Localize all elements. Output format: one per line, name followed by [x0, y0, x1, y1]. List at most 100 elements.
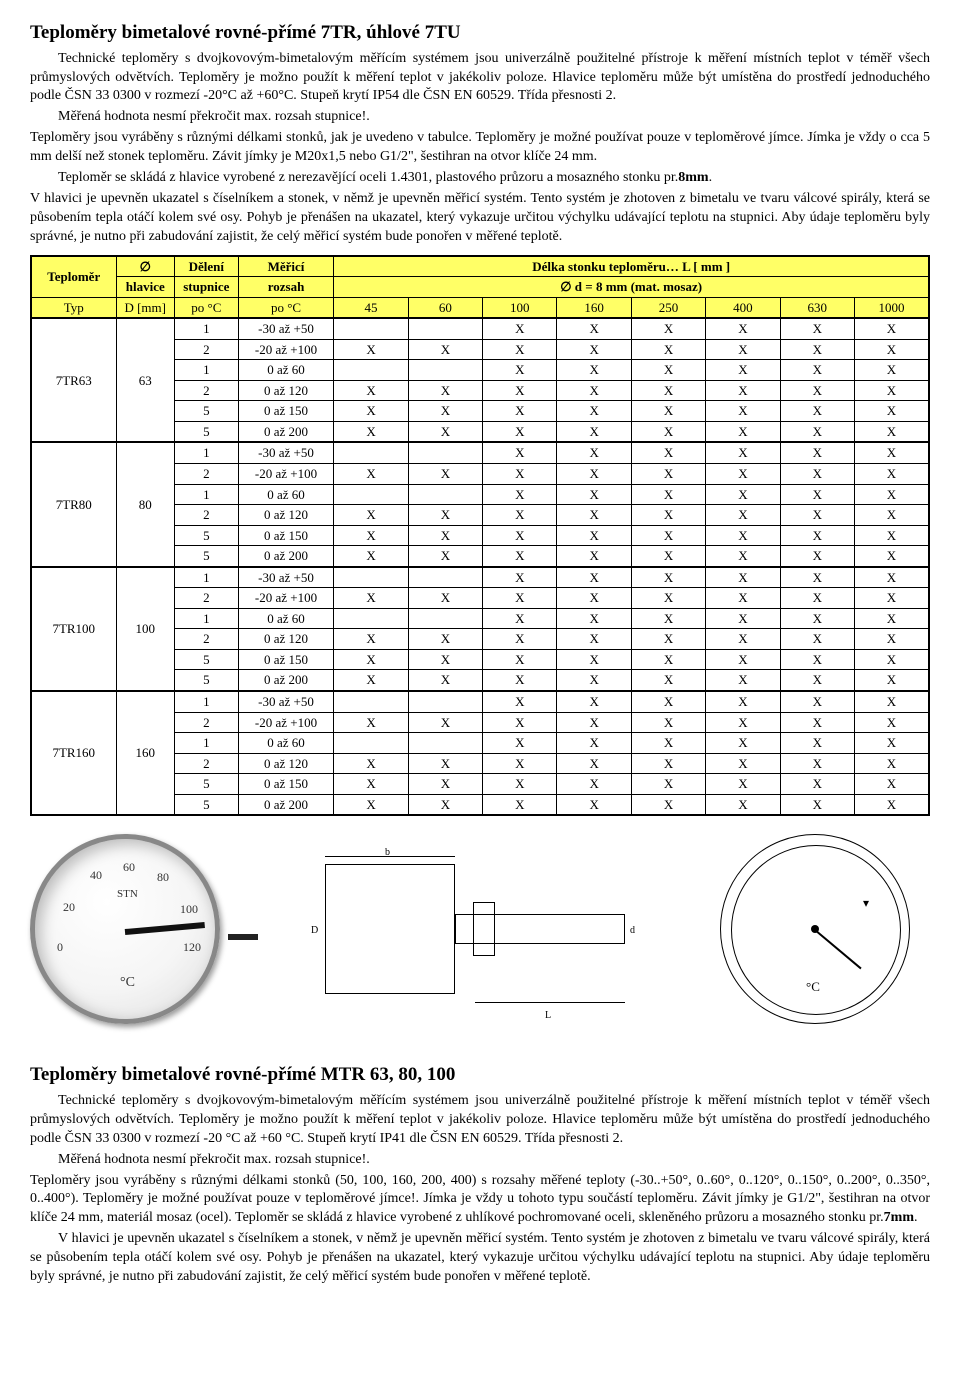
- mark-cell: X: [557, 733, 631, 754]
- section1-p4: Teploměr se skládá z hlavice vyrobené z …: [30, 169, 930, 188]
- div-cell: 1: [174, 484, 238, 505]
- section2-p3: Teploměry jsou vyráběny s různými délkam…: [30, 1172, 930, 1229]
- div-cell: 5: [174, 774, 238, 795]
- len-7: 1000: [854, 297, 929, 318]
- mark-cell: X: [854, 318, 929, 339]
- mark-cell: X: [854, 360, 929, 381]
- len-3: 160: [557, 297, 631, 318]
- sub-typ: Typ: [31, 297, 116, 318]
- mark-cell: X: [854, 733, 929, 754]
- mark-cell: X: [631, 360, 705, 381]
- section2-title: Teploměry bimetalové rovné-přímé MTR 63,…: [30, 1062, 930, 1088]
- mark-cell: X: [483, 649, 557, 670]
- div-cell: 5: [174, 649, 238, 670]
- mark-cell: X: [780, 442, 854, 463]
- range-cell: 0 až 150: [238, 774, 334, 795]
- mark-cell: X: [408, 670, 482, 691]
- dim-D: D: [311, 924, 318, 938]
- section2-p1: Technické teploměry s dvojkovovým-bimeta…: [30, 1092, 930, 1149]
- mark-cell: X: [334, 505, 408, 526]
- mark-cell: X: [854, 339, 929, 360]
- tick-120: 120: [183, 939, 201, 955]
- mark-cell: X: [557, 360, 631, 381]
- mark-cell: X: [631, 670, 705, 691]
- div-cell: 5: [174, 525, 238, 546]
- d-cell: 80: [116, 442, 174, 566]
- spec-table: Teploměr ∅ Dělení Měřicí Délka stonku te…: [30, 255, 930, 817]
- mark-cell: X: [706, 608, 780, 629]
- mark-cell: [408, 567, 482, 588]
- dim-d: d: [630, 924, 635, 938]
- div-cell: 2: [174, 712, 238, 733]
- gauge-line-drawing: ▾ °C: [720, 834, 930, 1034]
- mark-cell: X: [408, 380, 482, 401]
- mark-cell: X: [483, 733, 557, 754]
- mark-cell: X: [631, 733, 705, 754]
- sub-d: D [mm]: [116, 297, 174, 318]
- mark-cell: X: [706, 442, 780, 463]
- len-4: 250: [631, 297, 705, 318]
- mark-cell: X: [780, 360, 854, 381]
- mark-cell: X: [780, 649, 854, 670]
- mark-cell: [334, 567, 408, 588]
- mark-cell: X: [557, 794, 631, 815]
- section1-p3: Teploměry jsou vyráběny s různými délkam…: [30, 129, 930, 167]
- mark-cell: X: [854, 380, 929, 401]
- mark-cell: X: [854, 712, 929, 733]
- div-cell: 1: [174, 318, 238, 339]
- mark-cell: X: [557, 421, 631, 442]
- mark-cell: X: [557, 318, 631, 339]
- mark-cell: X: [557, 649, 631, 670]
- gauge-needle: [125, 922, 205, 935]
- section2-p3-bold: 7mm: [884, 1210, 914, 1225]
- mark-cell: X: [706, 588, 780, 609]
- th-deleni: Dělení: [174, 256, 238, 277]
- section2-p3-dot: .: [914, 1210, 918, 1225]
- sub-po1: po °C: [174, 297, 238, 318]
- gauge-unit: °C: [120, 974, 135, 993]
- mark-cell: X: [334, 712, 408, 733]
- mark-cell: X: [706, 401, 780, 422]
- dim-L: L: [545, 1009, 551, 1023]
- mark-cell: X: [854, 464, 929, 485]
- mark-cell: X: [706, 629, 780, 650]
- mark-cell: X: [780, 733, 854, 754]
- mark-cell: X: [854, 442, 929, 463]
- mark-cell: X: [483, 464, 557, 485]
- mark-cell: X: [631, 608, 705, 629]
- mark-cell: X: [780, 774, 854, 795]
- tech-diagram: b D d L: [315, 844, 645, 1024]
- mark-cell: X: [483, 380, 557, 401]
- type-cell: 7TR63: [31, 318, 116, 442]
- mark-cell: X: [334, 670, 408, 691]
- mark-cell: X: [557, 525, 631, 546]
- mark-cell: X: [631, 629, 705, 650]
- mark-cell: X: [557, 442, 631, 463]
- range-cell: 0 až 200: [238, 794, 334, 815]
- mark-cell: X: [408, 712, 482, 733]
- d-cell: 160: [116, 691, 174, 815]
- th-hlavice: hlavice: [116, 277, 174, 298]
- mark-cell: X: [557, 691, 631, 712]
- mark-cell: X: [408, 794, 482, 815]
- gauge-line-logo: ▾: [863, 895, 869, 911]
- mark-cell: X: [631, 712, 705, 733]
- mark-cell: X: [780, 339, 854, 360]
- mark-cell: X: [854, 691, 929, 712]
- div-cell: 2: [174, 505, 238, 526]
- mark-cell: X: [854, 629, 929, 650]
- mark-cell: X: [631, 380, 705, 401]
- section2-p2: Měřená hodnota nesmí překročit max. rozs…: [30, 1151, 930, 1170]
- tick-20: 20: [63, 899, 75, 915]
- range-cell: 0 až 60: [238, 733, 334, 754]
- gauge-brand: STN: [117, 887, 138, 902]
- len-2: 100: [483, 297, 557, 318]
- div-cell: 1: [174, 691, 238, 712]
- mark-cell: X: [557, 670, 631, 691]
- mark-cell: X: [706, 464, 780, 485]
- mark-cell: X: [706, 691, 780, 712]
- mark-cell: X: [706, 753, 780, 774]
- mark-cell: X: [334, 753, 408, 774]
- tick-80: 80: [157, 869, 169, 885]
- div-cell: 1: [174, 567, 238, 588]
